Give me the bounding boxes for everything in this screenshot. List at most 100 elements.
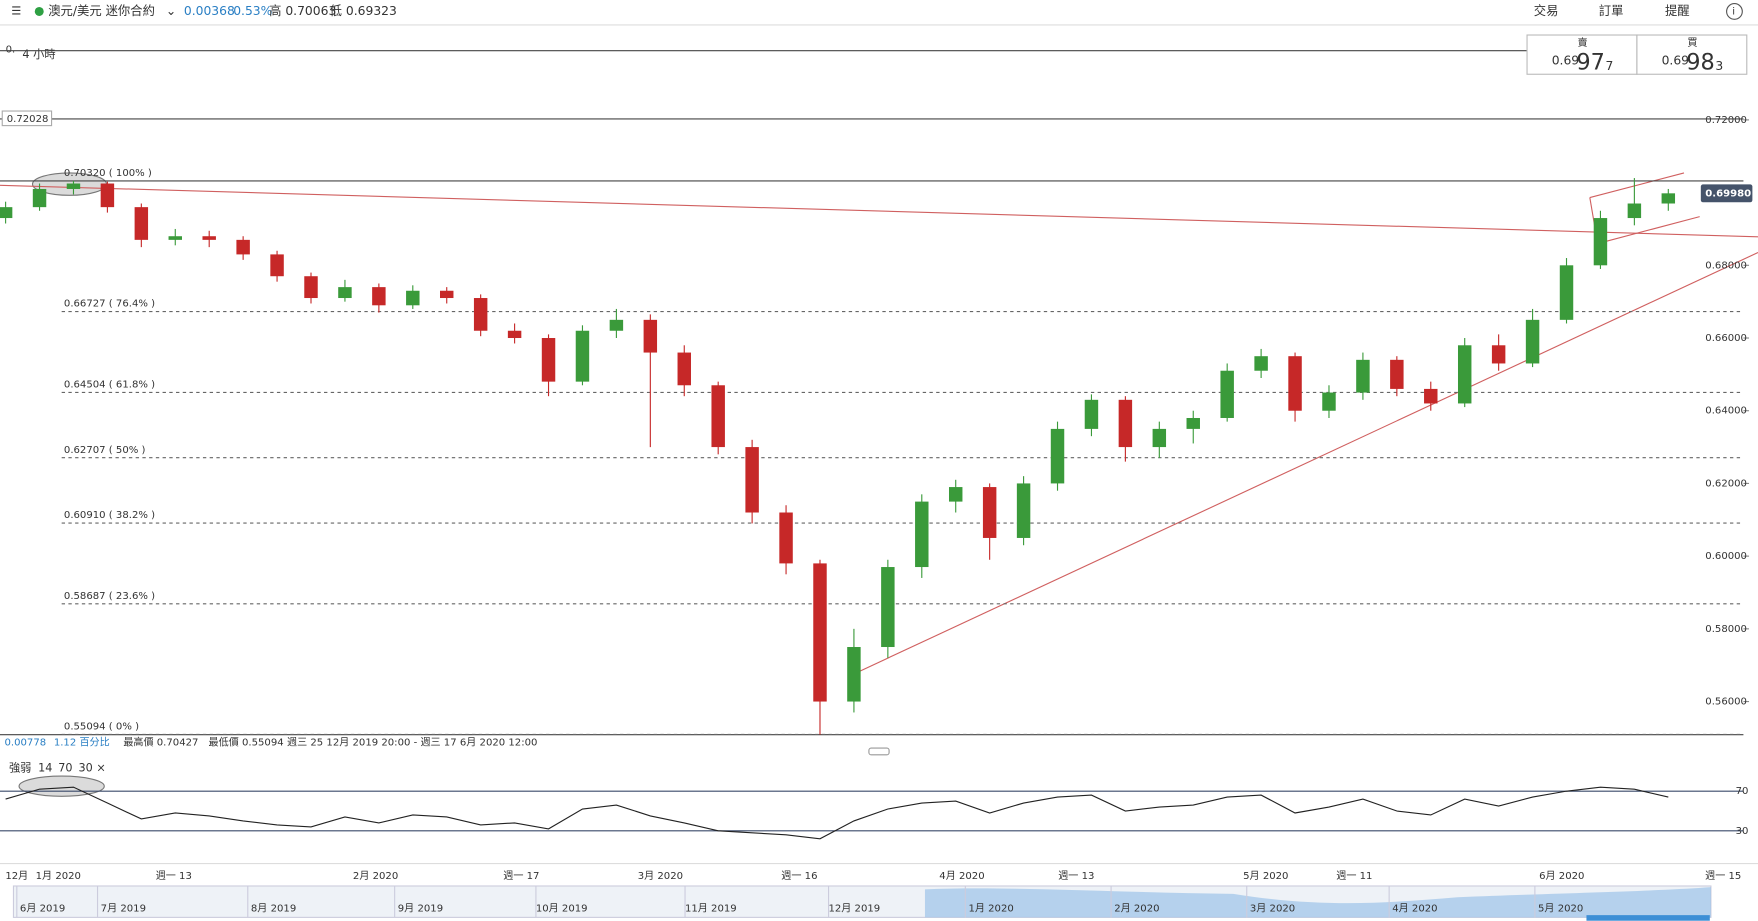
change-pct: 0.53% [233,4,272,18]
menu-icon[interactable]: ☰ [11,4,21,17]
buy-label: 買 [1687,37,1697,49]
candle-body [745,447,759,513]
y-tick-label: 0.66000 [1705,333,1747,344]
candle-body [1186,417,1200,429]
last-price-tag [1700,184,1753,203]
menu-item[interactable]: 交易 [1534,3,1559,18]
navigator-scroll[interactable] [1586,915,1710,921]
stat-percent: 1.12 百分比 [54,735,110,748]
menu-item[interactable]: 提醒 [1665,3,1690,18]
sell-box[interactable] [1526,34,1638,75]
rsi-period: 14 [38,761,52,774]
fib-label: 0.60910 ( 38.2% ) [64,510,155,521]
candle-body [847,647,861,702]
rsi-label: 強弱 [9,761,31,774]
candle-body [1627,203,1642,219]
candle-body [372,287,386,306]
reference-label-box [1,110,53,127]
time-label: 5月 2020 [1243,870,1288,882]
candle-body [575,330,590,382]
fib-label: 0.58687 ( 23.6% ) [64,591,155,602]
candle-body [202,236,216,240]
candle-body [66,183,81,189]
channel-line [1597,216,1700,245]
y-tick-label: 0.68000 [1705,260,1747,271]
buy-big: 98 [1686,50,1715,76]
time-label: 1月 2020 [36,870,81,882]
candle-body [948,487,963,502]
time-label: 週一 13 [156,870,192,882]
candle-body [1525,319,1540,364]
candle-body [813,563,827,702]
rsi-upper: 70 [58,761,72,774]
candle-body [1356,359,1370,393]
buy-prefix: 0.69 [1662,53,1689,67]
info-icon[interactable] [1726,3,1743,20]
time-label: 4月 2020 [939,870,984,882]
candle-body [440,290,454,299]
candle-body [134,207,149,240]
change: 0.00368 [184,4,235,18]
menu-item[interactable]: 訂單 [1599,3,1624,18]
y-tick-label: 0.64000 [1705,406,1747,417]
candle-body [168,236,182,240]
candle-body [881,567,895,648]
sell-big: 97 [1576,50,1605,76]
navigator-label: 12月 2019 [828,902,880,914]
time-label: 3月 2020 [638,870,683,882]
dropdown[interactable]: ⌄ [166,4,176,18]
candle-body [406,290,420,306]
trend-line [0,184,1758,238]
fib-label: 0.62707 ( 50% ) [64,445,146,456]
navigator-label: 4月 2020 [1392,902,1437,914]
stat-range: 0.00778 [4,737,46,748]
sell-pip: 7 [1606,59,1614,73]
candle-body [473,298,488,331]
fib-label: 0.55094 ( 0% ) [64,722,139,733]
time-label: 週一 15 [1705,870,1741,882]
candle-body [541,338,556,382]
navigator-label: 10月 2019 [536,902,588,914]
reference-label: 0.72028 [7,114,49,125]
candle-body [677,352,691,386]
navigator-label: 6月 2019 [20,902,65,914]
navigator-label: 2月 2020 [1114,902,1159,914]
fib-label: 0.64504 ( 61.8% ) [64,380,155,391]
candle-body [304,276,318,299]
buy-box[interactable] [1636,34,1748,75]
time-label: 2月 2020 [353,870,398,882]
candle-body [1152,428,1167,448]
candle-body [1084,399,1099,429]
candle-body [270,254,284,277]
y-tick-label: 0.62000 [1705,478,1747,489]
candle-body [1661,193,1676,204]
buy-pip: 3 [1715,59,1723,73]
time-label: 6月 2020 [1539,870,1584,882]
rsi-close[interactable]: × [96,761,105,774]
resize-handle[interactable] [868,747,890,756]
time-label: 12月 [5,870,28,882]
navigator-label: 1月 2020 [968,902,1013,914]
interval[interactable]: 4 小時 [22,48,55,61]
candle-body [915,501,929,568]
fib-label: 0.66727 ( 76.4% ) [64,299,155,310]
candle-body [1288,356,1302,411]
candle-body [338,287,352,299]
stat-low: 最低價 0.55094 [209,735,284,748]
y-tick-label: 0.58000 [1705,624,1747,635]
time-label: 週一 17 [503,870,539,882]
stat-high: 最高價 0.70427 [123,735,198,748]
channel-line [1589,172,1685,199]
instrument[interactable]: 澳元/美元 迷你合約 [48,3,155,18]
candle-body [1559,265,1574,320]
candle-body [643,319,658,353]
info-icon-text: i [1732,6,1735,17]
candle-body [32,188,47,208]
navigator-window[interactable] [924,887,1711,918]
candle-body [779,512,793,564]
rsi-lower: 30 [78,761,92,774]
navigator-label: 7月 2019 [101,902,146,914]
navigator-label: 11月 2019 [685,902,737,914]
